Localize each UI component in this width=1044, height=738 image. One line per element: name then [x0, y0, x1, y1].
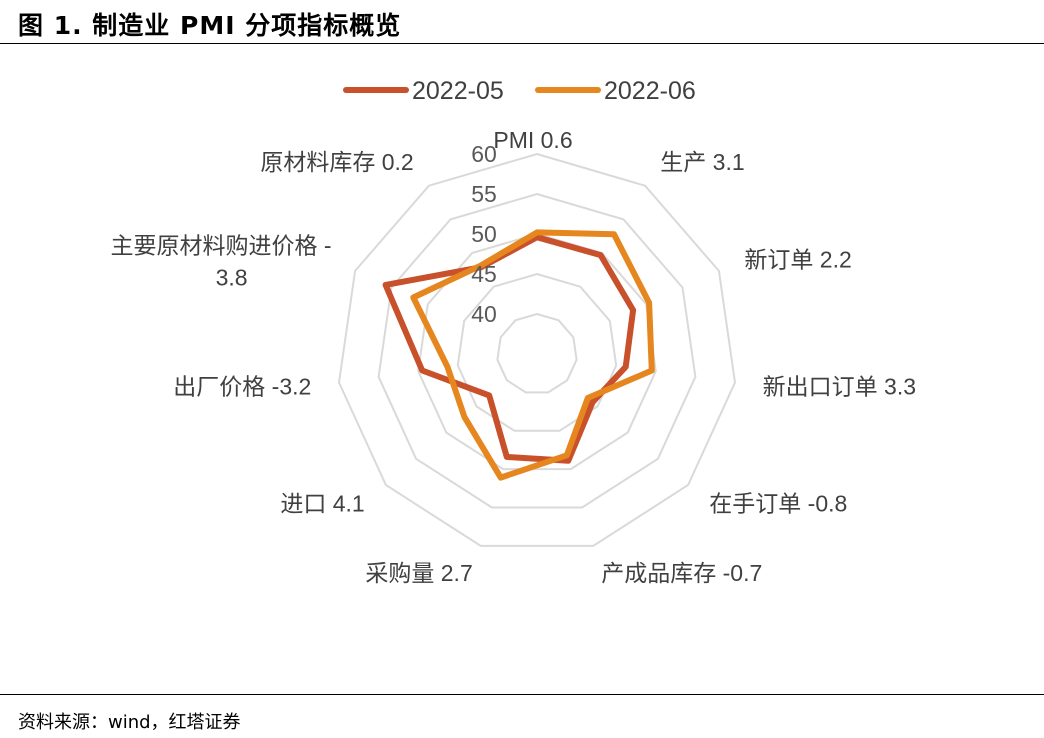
radar-chart: 40 45 50 55 60 PMI 0.6 生产 3.1 新订单 2.2 新出口订单 3.3… [111, 77, 917, 586]
category-label-text: 新出口订单 3.3 [763, 373, 916, 399]
category-label-text: 在手订单 -0.8 [709, 490, 847, 516]
category-label: 生产 3.1 [660, 149, 744, 175]
category-label-line: 主要原材料购进价格 - [111, 232, 332, 258]
category-label-text: 原材料库存 0.2 [260, 149, 413, 175]
category-label: 在手订单 -0.8 [709, 490, 847, 516]
category-label: 产成品库存 -0.7 [601, 560, 762, 586]
radial-tick-label: 45 [471, 261, 497, 287]
category-label: 新订单 2.2 [744, 246, 851, 272]
category-label: 进口 4.1 [280, 490, 364, 516]
category-label: 新出口订单 3.3 [763, 373, 916, 399]
radar-series [382, 229, 655, 481]
grid-ring [337, 152, 737, 547]
category-label-text: 采购量 2.7 [365, 560, 472, 586]
legend-label: 2022-06 [604, 77, 696, 105]
source-rule [0, 694, 1044, 695]
radial-tick-label: 55 [471, 181, 497, 207]
source-note: 资料来源：wind，红塔证券 [18, 712, 241, 733]
category-label-text: 出厂价格 -3.2 [173, 373, 311, 399]
grid-ring [456, 272, 618, 432]
category-label-text: 进口 4.1 [280, 490, 364, 516]
category-labels: PMI 0.6 生产 3.1 新订单 2.2 新出口订单 3.3 在手订单 -0.8 产成… [111, 127, 917, 586]
radial-tick-label: 50 [471, 221, 497, 247]
category-label-text: PMI 0.6 [493, 127, 572, 153]
series-line [382, 234, 637, 464]
category-label: 采购量 2.7 [365, 560, 472, 586]
series-line [410, 229, 655, 481]
radial-tick-label: 60 [471, 141, 497, 167]
category-label: 主要原材料购进价格 - 3.8 [111, 232, 332, 290]
legend: 2022-05 2022-06 [343, 77, 696, 105]
legend-label: 2022-05 [412, 77, 504, 105]
category-label: 原材料库存 0.2 [260, 149, 413, 175]
category-label: 出厂价格 -3.2 [173, 373, 311, 399]
radial-tick-labels: 40 45 50 55 60 [471, 141, 497, 327]
category-label-line: 3.8 [216, 264, 248, 290]
grid-ring [377, 192, 697, 509]
title-rule [0, 43, 1044, 44]
category-label: PMI 0.6 [493, 127, 572, 153]
category-label-text: 产成品库存 -0.7 [601, 560, 762, 586]
grid-ring [417, 232, 657, 471]
figure-title: 图 1. 制造业 PMI 分项指标概览 [18, 11, 402, 40]
radial-tick-label: 40 [471, 301, 497, 327]
category-label-text: 新订单 2.2 [744, 246, 851, 272]
grid-ring [496, 312, 578, 394]
category-label-text: 生产 3.1 [660, 149, 744, 175]
radar-grid [337, 152, 737, 547]
